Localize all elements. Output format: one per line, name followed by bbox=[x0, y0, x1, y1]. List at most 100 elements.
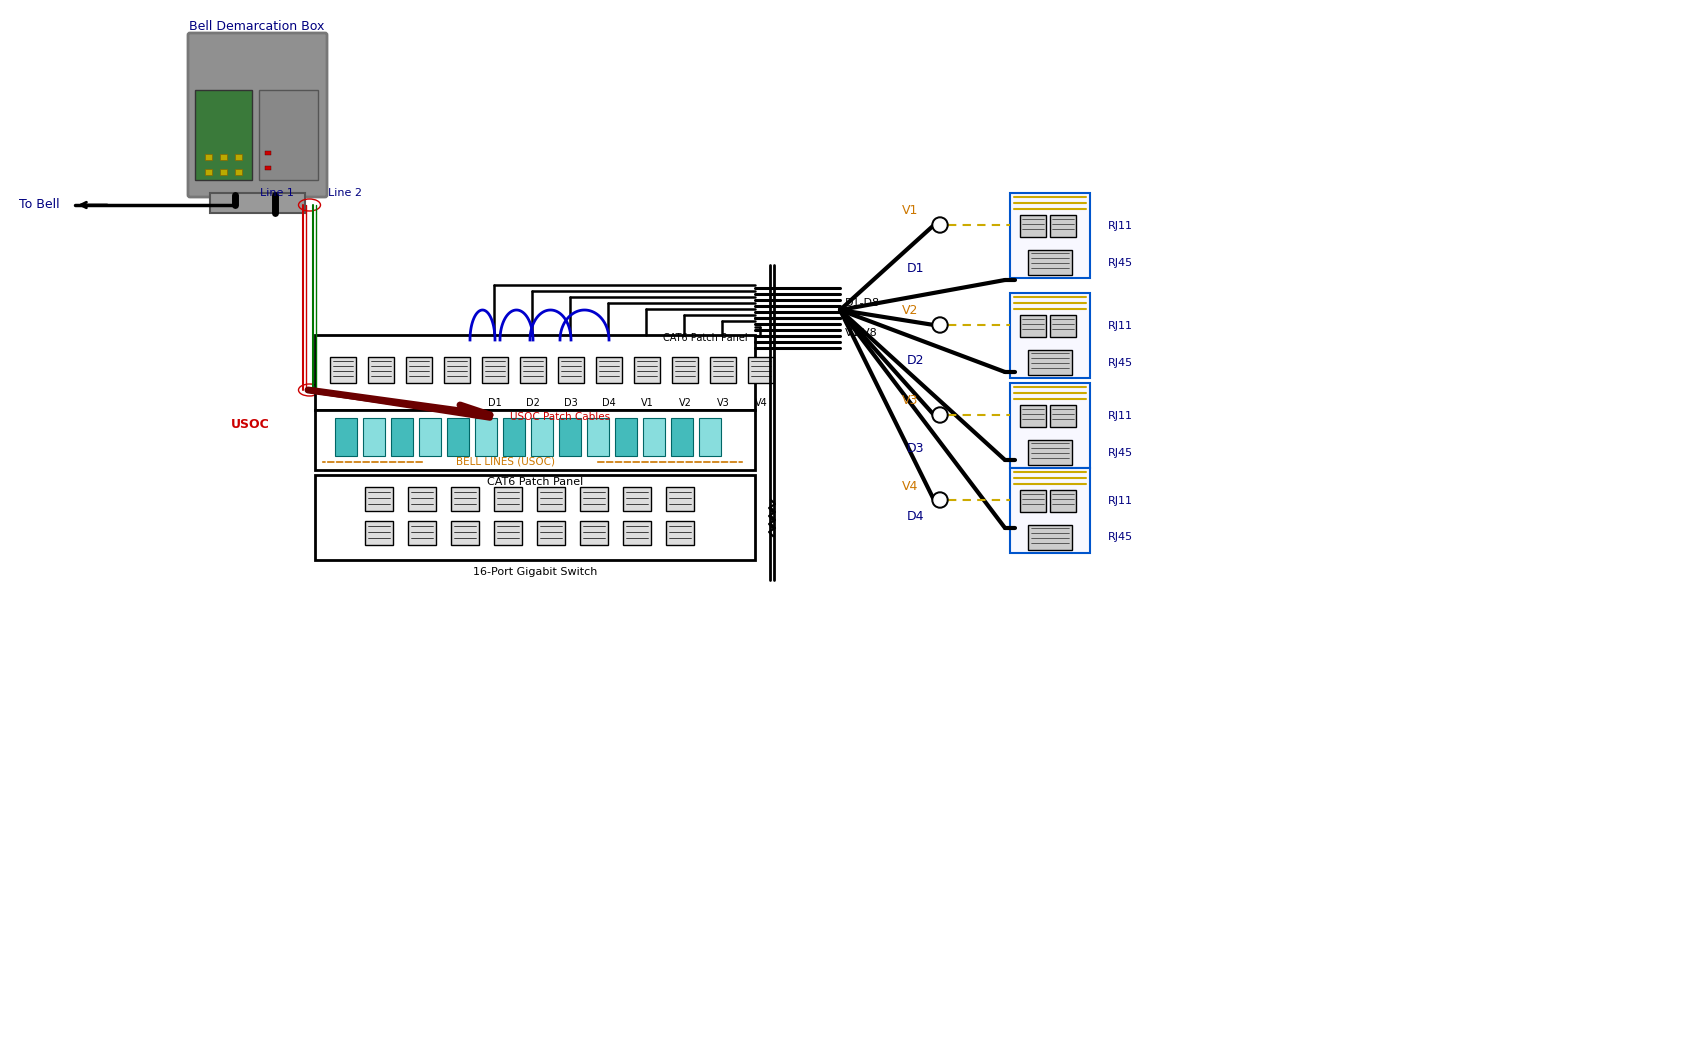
Bar bbox=[667, 487, 694, 511]
Bar bbox=[329, 357, 356, 383]
Circle shape bbox=[932, 492, 949, 508]
Text: RJ11: RJ11 bbox=[1107, 321, 1133, 331]
Text: USOC Patch Cables: USOC Patch Cables bbox=[510, 412, 609, 422]
Text: CAT6 Patch Panel: CAT6 Patch Panel bbox=[486, 477, 582, 487]
Text: Line 2: Line 2 bbox=[327, 188, 361, 198]
FancyBboxPatch shape bbox=[187, 33, 327, 197]
Text: V3: V3 bbox=[901, 394, 918, 408]
Text: V3: V3 bbox=[717, 397, 729, 408]
Bar bbox=[316, 335, 755, 410]
Bar bbox=[363, 418, 385, 456]
Bar bbox=[503, 418, 525, 456]
Bar bbox=[1020, 215, 1047, 237]
Bar bbox=[408, 521, 436, 545]
Circle shape bbox=[933, 494, 945, 506]
Bar bbox=[451, 521, 479, 545]
Bar bbox=[1050, 405, 1075, 427]
Bar bbox=[495, 521, 522, 545]
Text: BELL LINES (USOC): BELL LINES (USOC) bbox=[456, 457, 554, 467]
Text: D4: D4 bbox=[906, 509, 923, 523]
Bar bbox=[1028, 250, 1072, 275]
Bar bbox=[365, 487, 393, 511]
Circle shape bbox=[933, 409, 945, 420]
Circle shape bbox=[932, 217, 949, 233]
Bar bbox=[265, 151, 272, 155]
Bar bbox=[204, 154, 213, 160]
Bar bbox=[623, 487, 652, 511]
Bar bbox=[419, 418, 441, 456]
Bar bbox=[365, 521, 393, 545]
Bar bbox=[444, 357, 469, 383]
Bar bbox=[532, 418, 554, 456]
Text: RJ45: RJ45 bbox=[1107, 448, 1133, 457]
Bar bbox=[196, 90, 252, 180]
Bar bbox=[408, 487, 436, 511]
Text: RJ45: RJ45 bbox=[1107, 358, 1133, 367]
Bar bbox=[614, 418, 636, 456]
Text: V4: V4 bbox=[755, 397, 768, 408]
Text: D1: D1 bbox=[488, 397, 501, 408]
Text: D2: D2 bbox=[906, 354, 923, 366]
Text: V2: V2 bbox=[901, 304, 918, 318]
Bar bbox=[392, 418, 414, 456]
Text: CAT6 Patch Panel: CAT6 Patch Panel bbox=[663, 333, 748, 343]
Bar bbox=[316, 475, 755, 560]
Text: To Bell: To Bell bbox=[19, 199, 61, 211]
Bar bbox=[1009, 293, 1090, 378]
Bar bbox=[596, 357, 621, 383]
Text: 16-Port Gigabit Switch: 16-Port Gigabit Switch bbox=[473, 567, 598, 577]
Circle shape bbox=[932, 407, 949, 423]
Text: RJ45: RJ45 bbox=[1107, 532, 1133, 543]
Text: D1-D8: D1-D8 bbox=[846, 298, 879, 308]
Text: Bell Demarcation Box: Bell Demarcation Box bbox=[189, 21, 324, 33]
Text: RJ11: RJ11 bbox=[1107, 496, 1133, 506]
Bar bbox=[1009, 194, 1090, 278]
Bar bbox=[748, 357, 775, 383]
Text: V1: V1 bbox=[901, 205, 918, 218]
Bar bbox=[587, 418, 609, 456]
Bar bbox=[483, 357, 508, 383]
Bar bbox=[474, 418, 496, 456]
Bar bbox=[334, 418, 356, 456]
Text: RJ11: RJ11 bbox=[1107, 411, 1133, 420]
Bar bbox=[1050, 490, 1075, 511]
Bar bbox=[1009, 383, 1090, 468]
Text: D4: D4 bbox=[603, 397, 616, 408]
Bar bbox=[672, 418, 694, 456]
Circle shape bbox=[932, 317, 949, 333]
Bar bbox=[1050, 315, 1075, 337]
Bar bbox=[235, 154, 241, 160]
Text: D3: D3 bbox=[564, 397, 577, 408]
Bar bbox=[635, 357, 660, 383]
Bar bbox=[1028, 350, 1072, 376]
Text: RJ11: RJ11 bbox=[1107, 221, 1133, 231]
Bar bbox=[219, 154, 226, 160]
Bar bbox=[581, 521, 608, 545]
Text: USOC: USOC bbox=[231, 418, 270, 432]
Bar bbox=[368, 357, 393, 383]
Bar bbox=[316, 410, 755, 470]
Circle shape bbox=[933, 319, 945, 331]
Text: D3: D3 bbox=[906, 441, 923, 455]
Bar bbox=[623, 521, 652, 545]
Text: Line 1: Line 1 bbox=[260, 188, 294, 198]
Bar bbox=[1028, 525, 1072, 550]
Bar bbox=[667, 521, 694, 545]
Bar bbox=[219, 169, 226, 175]
Bar bbox=[537, 521, 565, 545]
Bar bbox=[559, 418, 581, 456]
Bar bbox=[265, 166, 272, 170]
Text: D1: D1 bbox=[906, 262, 923, 274]
Bar bbox=[209, 194, 306, 213]
Bar bbox=[1020, 490, 1047, 511]
Text: RJ45: RJ45 bbox=[1107, 257, 1133, 268]
Text: V4: V4 bbox=[901, 479, 918, 493]
Bar bbox=[537, 487, 565, 511]
Bar bbox=[204, 169, 213, 175]
Bar bbox=[1020, 405, 1047, 427]
Bar bbox=[581, 487, 608, 511]
Circle shape bbox=[933, 219, 945, 231]
Text: V2: V2 bbox=[679, 397, 692, 408]
Bar bbox=[447, 418, 469, 456]
Bar bbox=[711, 357, 736, 383]
